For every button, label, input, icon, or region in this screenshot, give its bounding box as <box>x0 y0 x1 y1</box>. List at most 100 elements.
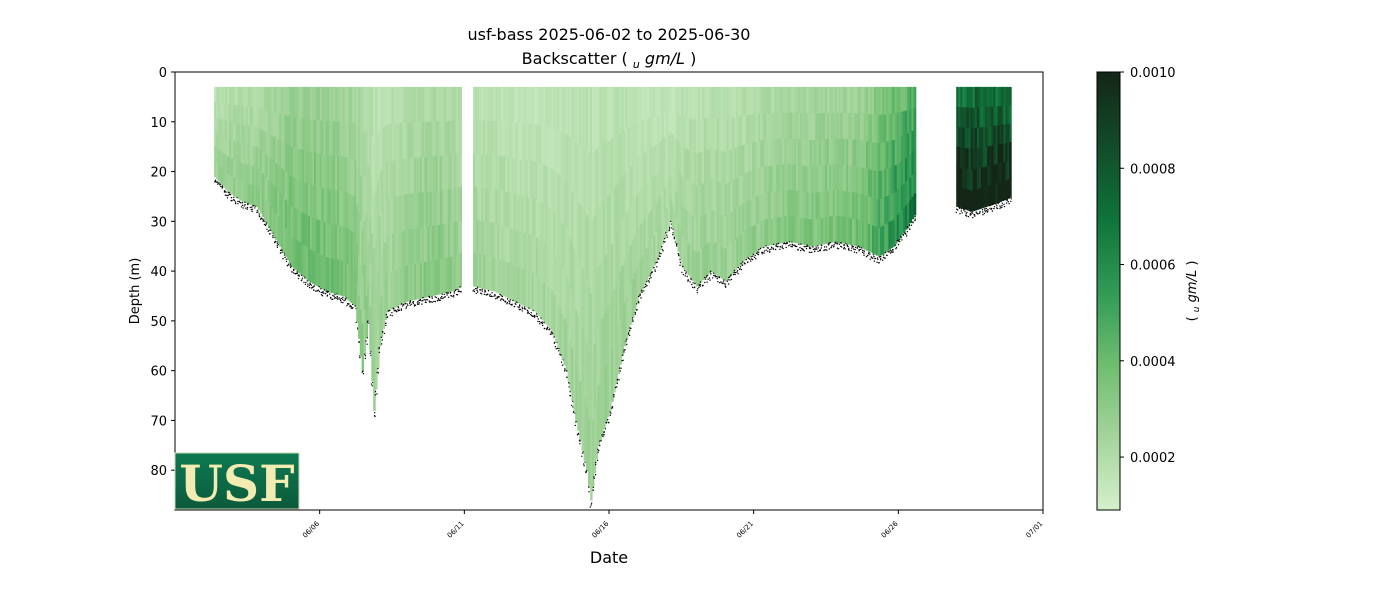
data-cell <box>991 106 994 127</box>
data-cell <box>742 116 745 146</box>
colorbar-label-prefix: ( <box>1185 316 1200 321</box>
data-cell <box>987 146 990 167</box>
data-cell <box>697 86 701 121</box>
bottom-speckle <box>966 211 968 214</box>
data-cell <box>386 273 389 312</box>
bottom-speckle <box>872 257 874 259</box>
bottom-speckle <box>226 197 229 199</box>
data-cell <box>760 140 763 168</box>
bottom-speckle <box>607 419 609 421</box>
data-cell <box>533 236 537 274</box>
data-cell <box>712 117 715 150</box>
bottom-speckle <box>418 302 420 304</box>
data-cell <box>361 228 365 277</box>
data-cell <box>356 282 359 323</box>
data-cell <box>744 115 747 145</box>
bottom-speckle <box>409 300 411 302</box>
data-cell <box>850 218 853 246</box>
data-cell <box>1007 105 1010 125</box>
data-cell <box>911 86 915 110</box>
data-cell <box>340 86 344 123</box>
data-cell <box>361 86 365 135</box>
data-cell <box>772 113 775 140</box>
data-cell <box>625 212 629 256</box>
data-cell <box>830 164 834 191</box>
data-cell <box>989 86 992 108</box>
data-cell <box>981 127 984 148</box>
data-cell <box>898 112 902 138</box>
data-cell <box>388 161 391 199</box>
data-cell <box>571 86 574 140</box>
bottom-speckle <box>656 266 658 268</box>
data-cell <box>817 218 820 246</box>
data-cell <box>557 130 560 175</box>
data-cell <box>894 165 898 192</box>
data-cell <box>651 117 654 149</box>
data-cell <box>746 86 749 116</box>
data-cell <box>235 105 238 125</box>
data-cell <box>404 230 407 267</box>
bottom-speckle <box>568 381 570 384</box>
data-cell <box>441 190 445 225</box>
data-cell <box>354 86 357 124</box>
x-tick-label: 06/16 <box>590 519 610 539</box>
data-cell <box>993 184 997 204</box>
data-cell <box>964 86 968 108</box>
bottom-speckle <box>723 279 725 281</box>
bottom-speckle <box>553 336 555 338</box>
data-cell <box>259 107 263 130</box>
bottom-speckle <box>602 435 604 438</box>
bottom-speckle <box>487 290 490 292</box>
data-cell <box>337 121 340 157</box>
data-cell <box>813 192 816 220</box>
data-cell <box>279 219 282 247</box>
data-cell <box>365 295 368 338</box>
bottom-speckle <box>618 367 621 369</box>
data-cell <box>981 147 984 168</box>
data-cell <box>828 112 832 140</box>
data-cell <box>746 172 749 202</box>
data-cell <box>585 86 589 152</box>
data-cell <box>734 117 737 149</box>
bottom-speckle <box>889 252 892 254</box>
bottom-speckle <box>412 302 415 304</box>
data-cell <box>844 191 847 218</box>
data-cell <box>215 117 219 134</box>
bottom-speckle <box>858 250 860 252</box>
bottom-speckle <box>272 235 274 237</box>
data-cell <box>685 210 689 242</box>
data-cell <box>657 115 661 144</box>
data-cell <box>292 117 296 148</box>
bottom-speckle <box>744 263 746 265</box>
data-cell <box>817 165 820 193</box>
data-cell <box>615 136 618 186</box>
data-cell <box>217 133 221 150</box>
data-cell <box>811 86 814 114</box>
bottom-speckle <box>819 249 821 252</box>
data-cell <box>792 138 795 165</box>
bottom-speckle <box>740 268 743 271</box>
bottom-speckle <box>613 394 615 396</box>
data-cell <box>414 86 417 123</box>
data-cell <box>535 162 539 201</box>
data-cell <box>371 331 374 381</box>
bottom-speckle <box>631 317 634 319</box>
bottom-speckle <box>855 252 858 254</box>
data-cell <box>627 209 631 251</box>
bottom-speckle <box>1004 199 1006 201</box>
data-cell <box>333 121 336 157</box>
data-cell <box>339 190 342 227</box>
data-cell <box>726 214 730 248</box>
data-cell <box>999 106 1003 126</box>
data-cell <box>359 176 363 222</box>
bottom-speckle <box>958 207 961 209</box>
data-cell <box>900 160 904 186</box>
data-cell <box>991 145 994 166</box>
data-cell <box>976 168 980 190</box>
data-cell <box>968 128 972 150</box>
bottom-speckle <box>843 246 846 249</box>
data-cell <box>828 86 832 114</box>
data-cell <box>563 272 567 320</box>
data-cell <box>346 157 350 194</box>
data-cell <box>219 150 223 168</box>
